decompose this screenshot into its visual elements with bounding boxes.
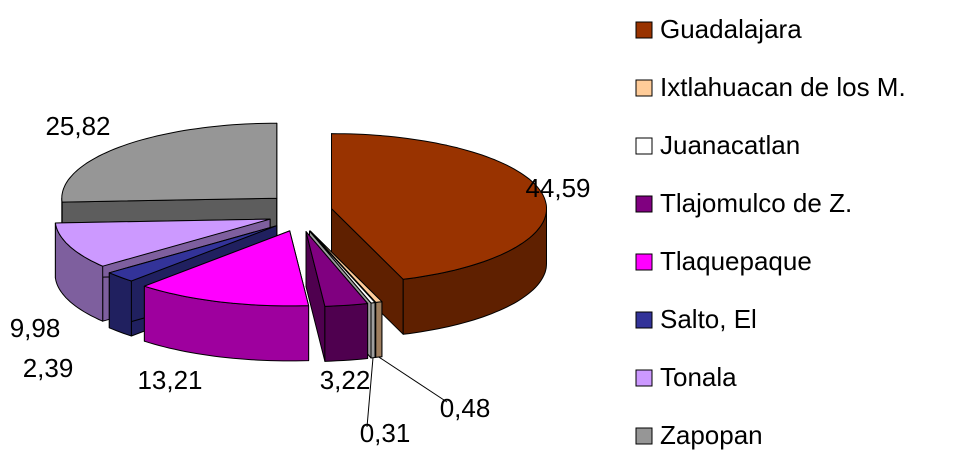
slice-top <box>331 133 547 280</box>
legend-label: Tonala <box>660 362 737 392</box>
slice-top <box>309 230 376 304</box>
slice <box>305 231 369 362</box>
legend-label: Ixtlahuacan de los M. <box>660 72 906 102</box>
leader-line <box>366 357 374 428</box>
legend-swatch <box>635 253 653 271</box>
slice-top <box>309 230 383 303</box>
slice-wall <box>324 303 369 362</box>
data-label: 0,31 <box>360 418 411 448</box>
legend-swatch <box>635 79 653 97</box>
data-label: 9,98 <box>10 313 61 343</box>
slice-wall <box>370 302 376 359</box>
slice-top <box>108 225 278 282</box>
legend-label: Tlajomulco de Z. <box>660 188 852 218</box>
data-label: 44,59 <box>525 173 590 203</box>
data-label: 0,48 <box>440 393 491 423</box>
data-label: 13,21 <box>137 365 202 395</box>
legend-swatch <box>635 21 653 39</box>
legend-swatch <box>635 311 653 329</box>
legend-label: Zapopan <box>660 420 763 450</box>
slice-top <box>54 218 271 267</box>
legend-label: Guadalajara <box>660 14 802 44</box>
legend-label: Salto, El <box>660 304 757 334</box>
slice-wall <box>108 272 132 337</box>
legend-swatch <box>635 427 653 445</box>
slice <box>143 230 310 362</box>
slice-top <box>61 122 278 203</box>
data-label: 25,82 <box>45 111 110 141</box>
legend-label: Juanacatlan <box>660 130 800 160</box>
slice-top <box>143 230 310 307</box>
slice <box>331 133 547 335</box>
data-label: 3,22 <box>320 365 371 395</box>
legend-swatch <box>635 137 653 155</box>
legend-swatch <box>635 369 653 387</box>
leader-line <box>378 356 448 403</box>
data-label: 2,39 <box>23 353 74 383</box>
legend-label: Tlaquepaque <box>660 246 812 276</box>
slice-wall <box>375 301 383 358</box>
legend-swatch <box>635 195 653 213</box>
slice-top <box>305 231 369 307</box>
